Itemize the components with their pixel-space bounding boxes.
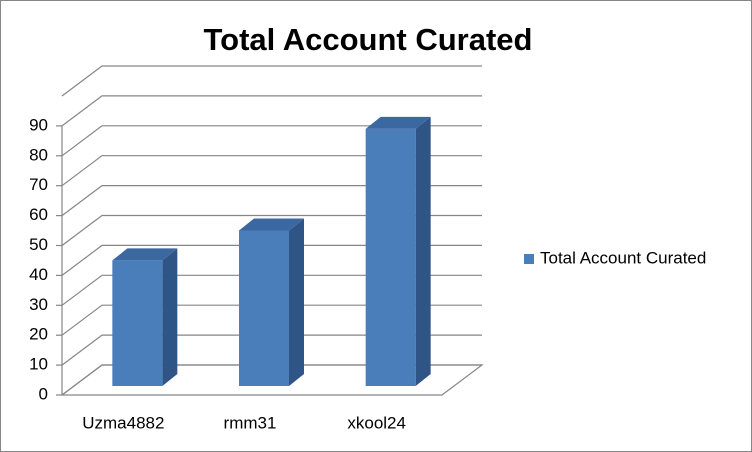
x-tick-label: Uzma4882	[82, 413, 164, 432]
bar-top	[239, 218, 304, 231]
y-tick-label: 20	[29, 325, 48, 344]
grid-line	[61, 185, 482, 217]
y-tick-label: 0	[39, 384, 48, 403]
bar	[365, 116, 431, 387]
grid-line	[61, 125, 482, 157]
wall-edge	[61, 65, 482, 97]
grid-line	[61, 244, 482, 276]
grid-line	[61, 214, 482, 246]
grid-line	[61, 364, 482, 396]
bar-top	[365, 116, 431, 129]
chart-title: Total Account Curated	[204, 22, 533, 57]
grid-line	[61, 274, 482, 306]
y-tick-label: 50	[29, 235, 48, 254]
bar-front	[365, 128, 416, 387]
bar-top	[112, 248, 178, 261]
y-tick-label: 30	[29, 295, 48, 314]
legend-label: Total Account Curated	[540, 248, 706, 267]
bar-front	[239, 230, 289, 386]
bar-side	[289, 218, 304, 386]
x-tick-label: xkool24	[347, 413, 406, 432]
y-tick-label: 80	[29, 145, 48, 164]
grid-line	[61, 155, 482, 187]
grid-line	[61, 304, 482, 336]
y-tick-label: 40	[29, 265, 48, 284]
y-tick-label: 70	[29, 175, 48, 194]
grid-line	[61, 95, 482, 127]
bar-front	[112, 260, 163, 386]
bar-side	[162, 248, 178, 386]
x-tick-label: rmm31	[224, 413, 277, 432]
y-tick-label: 10	[29, 355, 48, 374]
bar	[112, 248, 178, 386]
bar	[239, 218, 304, 386]
y-tick-label: 90	[29, 115, 48, 134]
y-tick-label: 60	[29, 205, 48, 224]
grid-line	[61, 334, 482, 366]
legend-swatch	[524, 254, 534, 264]
bar-side	[415, 116, 431, 387]
